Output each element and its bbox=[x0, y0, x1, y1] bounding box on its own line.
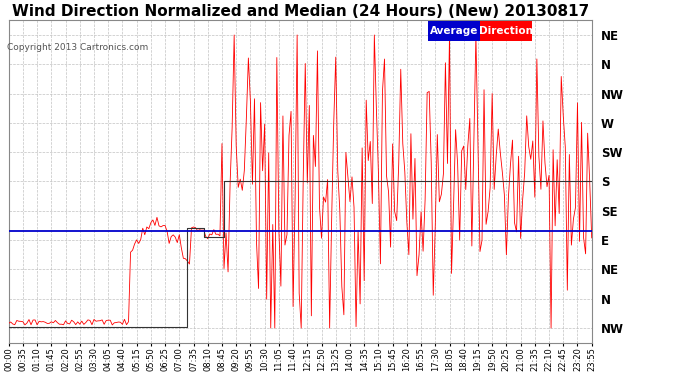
Text: Copyright 2013 Cartronics.com: Copyright 2013 Cartronics.com bbox=[7, 43, 148, 52]
Text: Average: Average bbox=[430, 26, 479, 36]
Text: Direction: Direction bbox=[479, 26, 533, 36]
Title: Wind Direction Normalized and Median (24 Hours) (New) 20130817: Wind Direction Normalized and Median (24… bbox=[12, 4, 589, 19]
